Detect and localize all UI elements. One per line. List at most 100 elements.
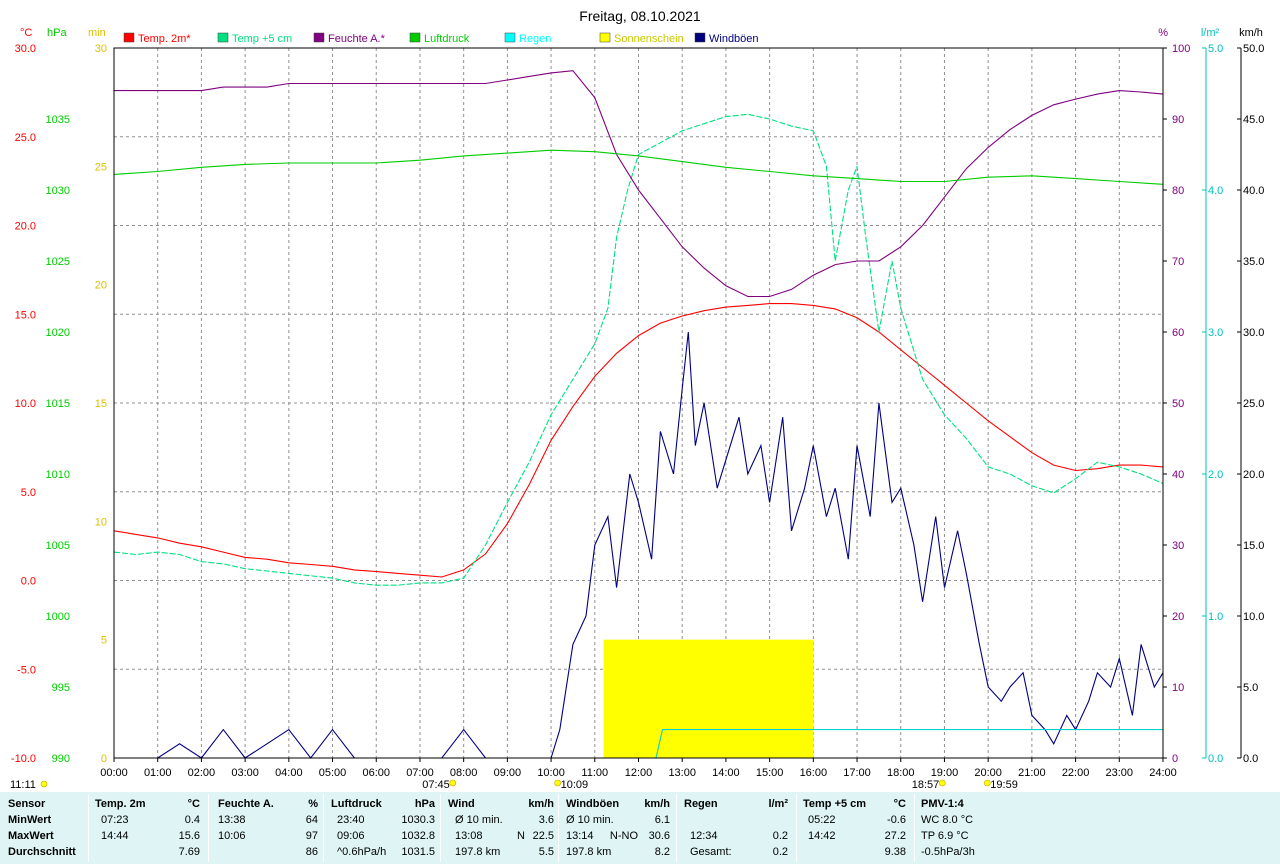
x-tick-label: 22:00	[1062, 767, 1090, 779]
stats-separator	[440, 794, 441, 862]
stats-row-label: MinWert	[8, 814, 52, 826]
stats-value: 5.5	[538, 846, 554, 858]
stats-table: Sensor MinWert MaxWert Durchschnitt Temp. 2m…	[0, 792, 1280, 864]
stats-value: 97	[305, 830, 318, 842]
legend-swatch	[599, 32, 611, 43]
wind-tick-label: 40.0	[1243, 185, 1264, 197]
stats-value: 3.6	[538, 814, 554, 826]
sun-markers: 11:11 07:45 10:09 18:57 19:59	[10, 779, 1018, 791]
x-tick-label: 06:00	[362, 767, 390, 779]
stats-value: 0.4	[184, 814, 200, 826]
stats-value: 1032.8	[401, 830, 435, 842]
x-tick-label: 12:00	[625, 767, 653, 779]
pressure-tick-label: 1035	[46, 114, 70, 126]
sun-marker-label: 19:59	[990, 779, 1018, 791]
x-tick-label: 16:00	[800, 767, 828, 779]
sun-tick-label: 25	[95, 161, 107, 173]
humidity-tick-label: 10	[1172, 682, 1184, 694]
stats-separator	[88, 794, 89, 862]
x-tick-label: 24:00	[1149, 767, 1177, 779]
temp-tick-label: 30.0	[15, 43, 36, 55]
stats-separator	[323, 794, 324, 862]
stats-header: Wind	[448, 798, 475, 810]
stats-separator	[558, 794, 559, 862]
rain-tick-label: 2.0	[1208, 469, 1223, 481]
sun-marker-label: 10:09	[561, 779, 589, 791]
legend-swatch	[504, 32, 516, 43]
x-tick-label: 02:00	[188, 767, 216, 779]
stats-direction: N-NO	[609, 830, 638, 842]
stats-time: 13:08	[455, 830, 483, 842]
legend-label: Windböen	[709, 33, 759, 45]
legend-swatch	[694, 32, 706, 43]
stats-header: Temp. 2m	[95, 798, 146, 810]
rain-tick-label: 1.0	[1208, 611, 1223, 623]
stats-value: 9.38	[884, 846, 906, 858]
stats-unit: l/m²	[768, 798, 788, 810]
stats-header: Temp +5 cm	[803, 798, 867, 810]
legend-swatch	[123, 32, 135, 43]
stats-time: 13:38	[218, 814, 246, 826]
rain-tick-label: 3.0	[1208, 327, 1223, 339]
humidity-tick-label: 60	[1172, 327, 1184, 339]
sun-marker-dot	[554, 779, 561, 787]
stats-pmv-value: TP 6.9 °C	[921, 830, 969, 842]
stats-time: ^0.6hPa/h	[337, 846, 387, 858]
rain-tick-label: 5.0	[1208, 43, 1223, 55]
stats-unit: hPa	[414, 798, 435, 810]
wind-tick-label: 25.0	[1243, 398, 1264, 410]
humidity-unit-label: %	[1158, 27, 1168, 39]
humidity-tick-label: 0	[1172, 753, 1178, 765]
x-tick-label: 13:00	[668, 767, 696, 779]
legend-label: Luftdruck	[424, 33, 470, 45]
wind-tick-label: 35.0	[1243, 256, 1264, 268]
stats-value: -0.6	[887, 814, 906, 826]
legend: Temp. 2m* Temp +5 cm Feuchte A.* Luftdruck R…	[123, 32, 759, 45]
temp-unit-label: °C	[20, 27, 32, 39]
sun-marker-dot	[983, 779, 991, 787]
stats-header: Sensor	[8, 798, 46, 810]
x-tick-label: 14:00	[712, 767, 740, 779]
sun-unit-label: min	[88, 27, 106, 39]
stats-header: Windböen	[566, 798, 620, 810]
series-line-feuchte-a	[114, 70, 1164, 298]
stats-time: Gesamt:	[690, 846, 732, 858]
stats-header: Regen	[684, 798, 718, 810]
humidity-tick-label: 80	[1172, 185, 1184, 197]
x-tick-label: 03:00	[231, 767, 259, 779]
x-tick-label: 21:00	[1018, 767, 1046, 779]
pressure-tick-label: 1010	[46, 469, 70, 481]
stats-value: 1030.3	[401, 814, 435, 826]
legend-swatch	[313, 32, 325, 43]
stats-header: Feuchte A.	[218, 798, 274, 810]
legend-label: Temp +5 cm	[232, 33, 292, 45]
x-tick-label: 15:00	[756, 767, 784, 779]
x-tick-label: 11:00	[581, 767, 608, 779]
legend-label: Temp. 2m*	[138, 33, 191, 45]
humidity-tick-label: 30	[1172, 540, 1184, 552]
wind-tick-label: 10.0	[1243, 611, 1264, 623]
wind-unit-label: km/h	[1239, 27, 1263, 39]
legend-label: Sonnenschein	[614, 33, 684, 45]
sunshine-bars	[603, 639, 814, 758]
stats-pmv-value: -0.5hPa/3h	[921, 846, 975, 858]
stats-direction: N	[517, 830, 525, 842]
stats-value: 86	[305, 846, 318, 858]
rain-unit-label: l/m²	[1201, 27, 1220, 39]
stats-time: 13:14	[566, 830, 594, 842]
x-tick-label: 05:00	[319, 767, 347, 779]
legend-label: Regen	[519, 33, 551, 45]
temp-tick-label: 20.0	[15, 221, 36, 233]
stats-pmv-value: WC 8.0 °C	[921, 814, 974, 826]
stats-value: 0.2	[772, 846, 788, 858]
pressure-tick-label: 1020	[46, 327, 70, 339]
stats-time: 05:22	[808, 814, 836, 826]
sun-marker-dot	[449, 779, 457, 787]
stats-time: 197.8 km	[455, 846, 501, 858]
x-tick-label: 20:00	[974, 767, 1002, 779]
x-tick-label: 10:00	[537, 767, 565, 779]
stats-unit: %	[308, 798, 318, 810]
wind-tick-label: 0.0	[1243, 753, 1258, 765]
grid	[114, 48, 1163, 758]
temp-tick-label: 10.0	[15, 398, 36, 410]
